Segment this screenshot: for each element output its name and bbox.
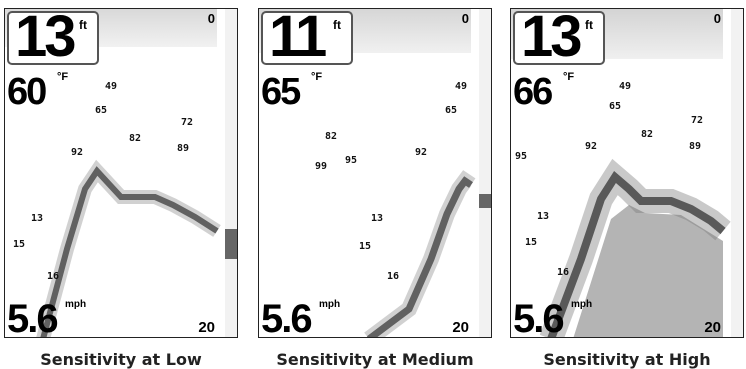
fish-depth-label: 49 [455, 81, 467, 92]
depth-unit: ft [333, 18, 341, 32]
fish-depth-label: 65 [95, 105, 107, 116]
sonar-plot: 49 65 82 92 99 95 13 15 16 [259, 9, 491, 337]
bottom-contour [547, 170, 726, 337]
sonar-panel-low: 49 65 72 82 89 92 13 15 16 13 ft 60 °F 5… [4, 8, 238, 369]
sonar-panel-high: 49 65 72 82 89 92 95 13 15 16 13 ft 66 °… [510, 8, 744, 369]
depth-value: 13 [15, 8, 76, 69]
caption: Sensitivity at High [543, 350, 711, 369]
temperature-unit: °F [57, 71, 69, 83]
temperature-unit: °F [563, 71, 575, 83]
speed-unit: mph [319, 299, 341, 310]
temperature-unit: °F [311, 71, 323, 83]
sonar-screen: 49 65 72 82 89 92 95 13 15 16 13 ft 66 °… [510, 8, 744, 338]
depth-scale-top: 0 [207, 11, 215, 26]
depth-scale-top: 0 [713, 11, 721, 26]
speed-unit: mph [571, 299, 593, 310]
speed-value: 5.6 [513, 297, 565, 338]
scale-bar [479, 9, 491, 337]
depth-scale-bottom: 20 [198, 319, 215, 336]
fish-depth-label: 15 [359, 241, 371, 252]
fish-depth-label: 13 [537, 211, 549, 222]
fish-labels: 49 65 72 82 89 92 13 15 16 [13, 81, 193, 282]
fish-depth-label: 89 [689, 141, 701, 152]
fish-depth-label: 95 [345, 155, 357, 166]
fish-depth-label: 72 [181, 117, 193, 128]
fish-depth-label: 92 [585, 141, 597, 152]
fish-depth-label: 82 [325, 131, 337, 142]
fish-depth-label: 99 [315, 161, 327, 172]
speed-value: 5.6 [7, 297, 59, 338]
bottom-contour [366, 176, 473, 337]
caption: Sensitivity at Medium [276, 350, 474, 369]
fish-depth-label: 89 [177, 143, 189, 154]
sonar-screen: 49 65 82 92 99 95 13 15 16 11 ft 65 °F 5… [258, 8, 492, 338]
scale-bar [225, 9, 237, 337]
depth-scale-top: 0 [461, 11, 469, 26]
fish-depth-label: 92 [71, 147, 83, 158]
fish-depth-label: 16 [557, 267, 569, 278]
fish-depth-label: 72 [691, 115, 703, 126]
depth-unit: ft [585, 18, 593, 32]
fish-depth-label: 16 [47, 271, 59, 282]
fish-depth-label: 15 [525, 237, 537, 248]
fish-depth-label: 16 [387, 271, 399, 282]
depth-unit: ft [79, 18, 87, 32]
temperature-value: 66 [513, 71, 553, 113]
sonar-screen: 49 65 72 82 89 92 13 15 16 13 ft 60 °F 5… [4, 8, 238, 338]
depth-scale-bottom: 20 [452, 319, 469, 336]
speed-unit: mph [65, 299, 87, 310]
depth-value: 13 [521, 8, 582, 69]
depth-readout: 11 ft [261, 8, 353, 69]
depth-readout: 13 ft [513, 8, 605, 69]
sonar-plot: 49 65 72 82 89 92 13 15 16 [5, 9, 237, 337]
depth-value: 11 [269, 8, 327, 69]
temperature-value: 65 [261, 71, 301, 113]
scale-bar [731, 9, 743, 337]
fish-depth-label: 49 [619, 81, 631, 92]
fish-depth-label: 13 [371, 213, 383, 224]
temperature-value: 60 [7, 71, 47, 113]
bottom-fill [573, 205, 723, 337]
fish-labels: 49 65 72 82 89 92 95 13 15 16 [515, 81, 703, 278]
fish-depth-label: 49 [105, 81, 117, 92]
speed-value: 5.6 [261, 297, 313, 338]
fish-depth-label: 15 [13, 239, 25, 250]
depth-scale-bottom: 20 [704, 319, 721, 336]
caption: Sensitivity at Low [40, 350, 202, 369]
sonar-panel-medium: 49 65 82 92 99 95 13 15 16 11 ft 65 °F 5… [258, 8, 492, 369]
fish-depth-label: 13 [31, 213, 43, 224]
fish-depth-label: 82 [129, 133, 141, 144]
depth-readout: 13 ft [7, 8, 99, 69]
fish-depth-label: 92 [415, 147, 427, 158]
fish-labels: 49 65 82 92 99 95 13 15 16 [315, 81, 467, 282]
fish-depth-label: 65 [609, 101, 621, 112]
bottom-contour [40, 166, 219, 337]
fish-depth-label: 65 [445, 105, 457, 116]
fish-depth-label: 82 [641, 129, 653, 140]
fish-depth-label: 95 [515, 151, 527, 162]
